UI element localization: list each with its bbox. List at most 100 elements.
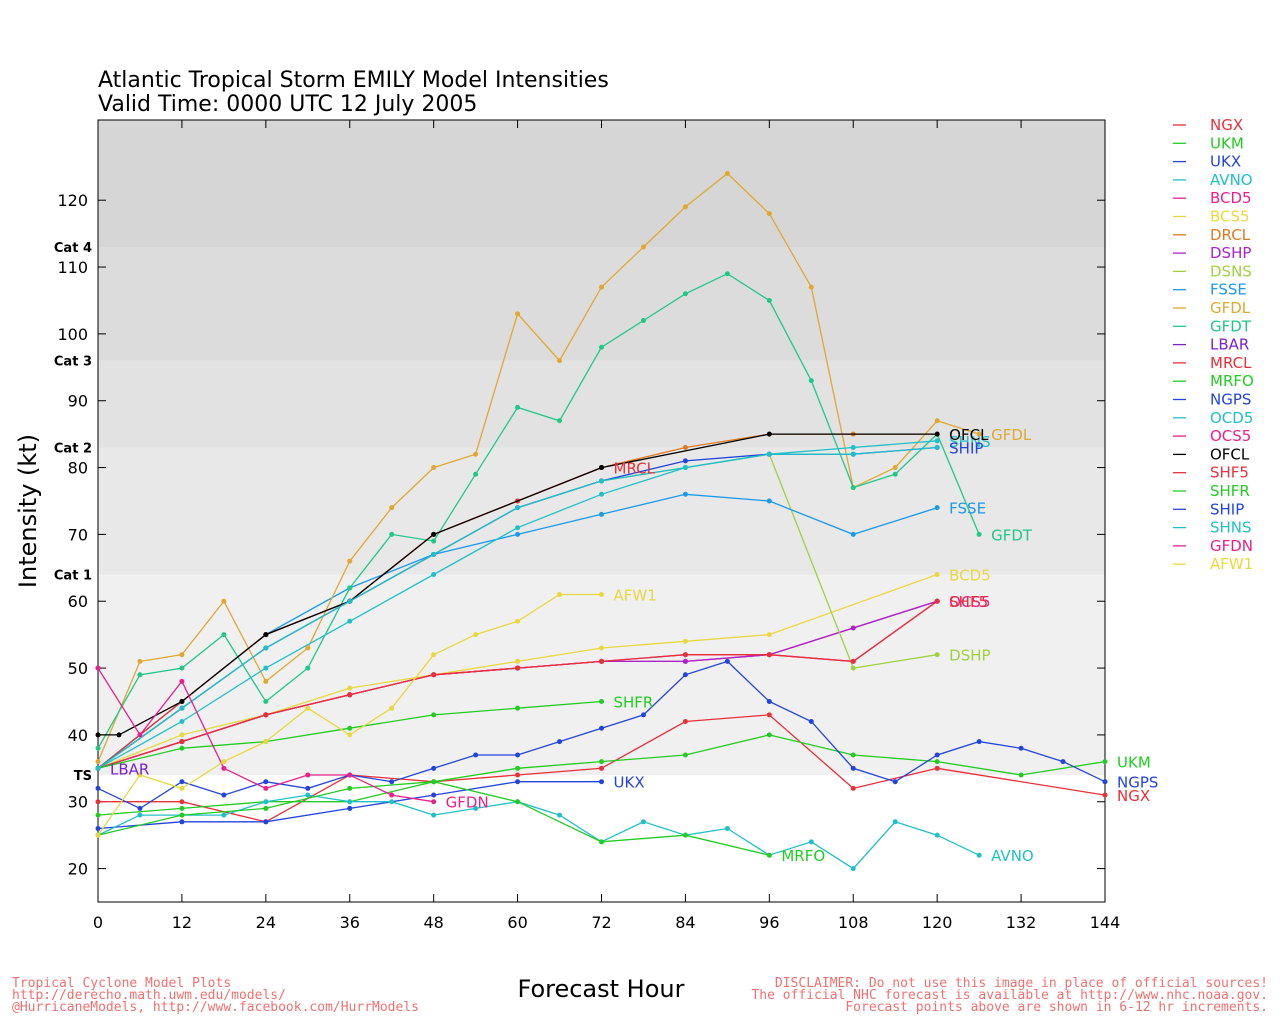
legend-entry-bcs5: BCS5 — [1210, 208, 1250, 226]
point-shns — [179, 705, 185, 711]
y-tick-label: 50 — [68, 659, 88, 678]
legend-entry-avno: AVNO — [1210, 171, 1253, 189]
point-shf5 — [682, 652, 688, 658]
x-axis-label: Forecast Hour — [518, 975, 685, 1003]
point-fsse — [850, 531, 856, 537]
point-bcs5 — [682, 638, 688, 644]
point-gfdl — [766, 211, 772, 217]
series-mrfo — [95, 779, 772, 858]
footer-left-line-3: @HurricaneModels, http://www.facebook.co… — [12, 1000, 419, 1015]
point-gfdt — [95, 745, 101, 751]
end-label-ship: SHIP — [949, 440, 983, 458]
band-label-cat-2: Cat 2 — [54, 442, 92, 457]
legend-entry-fsse: FSSE — [1210, 281, 1247, 299]
point-avno — [347, 799, 353, 805]
point-gfdn — [347, 772, 353, 778]
point-shns — [95, 765, 101, 771]
point-gfdl — [724, 170, 730, 176]
point-avno — [263, 799, 269, 805]
point-ukx — [431, 792, 437, 798]
point-afw1 — [221, 759, 227, 765]
y-tick-label: 120 — [57, 191, 88, 210]
end-label-lbar: LBAR — [110, 760, 149, 778]
point-ofcl — [599, 465, 604, 471]
footer-right-line-2: The official NHC forecast is available a… — [751, 988, 1268, 1003]
y-tick-label: 60 — [68, 592, 88, 611]
point-gfdl — [95, 759, 101, 765]
band-label-cat-1: Cat 1 — [54, 568, 92, 583]
point-ngps — [263, 779, 269, 785]
point-gfdn — [95, 665, 101, 671]
point-bcs5 — [934, 571, 940, 577]
x-tick-label: 108 — [838, 913, 869, 932]
legend-entry-ocs5: OCS5 — [1210, 427, 1251, 445]
point-shfr — [347, 725, 353, 731]
point-ngx — [682, 719, 688, 725]
point-gfdl — [640, 244, 646, 250]
point-bcs5 — [347, 685, 353, 691]
point-ofcl — [179, 698, 185, 704]
point-mrfo — [766, 852, 772, 858]
point-ukm — [599, 759, 604, 765]
x-tick-label: 48 — [423, 913, 443, 932]
legend-entry-ngx: NGX — [1210, 116, 1243, 134]
point-ofcl — [116, 732, 122, 738]
end-label-bcs5: BCD5 — [949, 566, 991, 584]
band-label-ts: TS — [74, 769, 92, 784]
point-afw1 — [599, 592, 604, 598]
point-afw1 — [305, 705, 311, 711]
point-ngps — [179, 779, 185, 785]
point-gfdl — [682, 204, 688, 210]
point-ngps — [808, 719, 814, 725]
point-gfdn — [389, 792, 395, 798]
point-drcl — [682, 445, 688, 451]
point-ukx — [599, 779, 604, 785]
point-avno — [892, 819, 898, 825]
legend-entry-mrfo: MRFO — [1210, 372, 1254, 390]
point-ukx — [179, 819, 185, 825]
point-ocd5 — [599, 491, 604, 497]
chart-title: Atlantic Tropical Storm EMILY Model Inte… — [98, 68, 609, 93]
point-ngps — [724, 658, 730, 664]
point-ngps — [431, 765, 437, 771]
point-shf5 — [179, 739, 185, 745]
legend-entry-ofcl: OFCL — [1210, 445, 1250, 463]
point-shns — [431, 551, 437, 557]
point-ocd5 — [850, 445, 856, 451]
legend-entry-gfdt: GFDT — [1210, 317, 1252, 335]
point-gfdt — [976, 531, 982, 537]
point-gfdt — [682, 291, 688, 297]
point-afw1 — [347, 732, 353, 738]
point-ngps — [1102, 779, 1108, 785]
point-ukm — [850, 752, 856, 758]
x-tick-label: 96 — [759, 913, 779, 932]
point-gfdl — [389, 505, 395, 511]
legend-entry-ukx: UKX — [1210, 153, 1241, 171]
band-label-cat-3: Cat 3 — [54, 355, 92, 370]
end-label-ukm: UKM — [1117, 754, 1151, 772]
x-tick-label: 36 — [340, 913, 360, 932]
point-ukm — [95, 812, 101, 818]
end-label-gfdn: GFDN — [446, 794, 489, 812]
point-shf5 — [263, 712, 269, 718]
point-ngx — [179, 799, 185, 805]
point-shns — [263, 645, 269, 651]
point-avno — [724, 825, 730, 831]
point-shf5 — [766, 652, 772, 658]
point-gfdt — [389, 531, 395, 537]
point-gfdt — [808, 378, 814, 384]
end-label-ofcl: OFCL — [949, 426, 989, 444]
point-mrfo — [599, 839, 604, 845]
point-ngps — [389, 779, 395, 785]
y-tick-label: 40 — [68, 726, 88, 745]
point-shf5 — [347, 692, 353, 698]
point-afw1 — [515, 618, 521, 624]
x-tick-label: 144 — [1090, 913, 1121, 932]
point-shns — [850, 451, 856, 457]
point-avno — [305, 792, 311, 798]
point-shfr — [179, 745, 185, 751]
point-gfdt — [515, 404, 521, 410]
end-label-ocs5: OCS5 — [949, 593, 990, 611]
point-gfdl — [599, 284, 604, 290]
